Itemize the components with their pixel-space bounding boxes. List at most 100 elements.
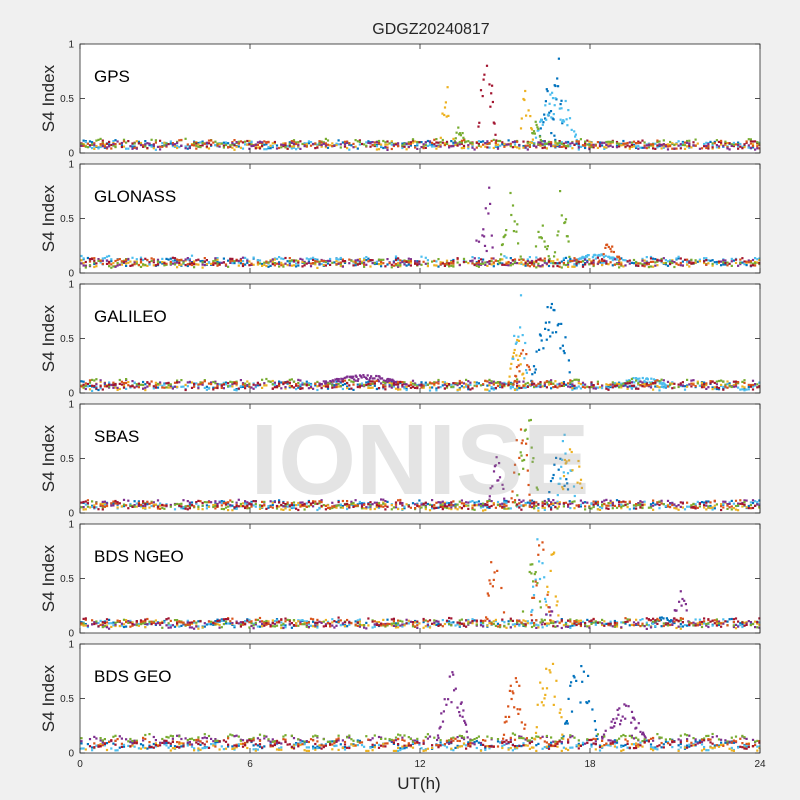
data-point [550,506,553,509]
data-point [125,260,128,263]
data-point [154,386,157,389]
data-point [82,262,85,265]
data-point [590,503,593,506]
data-point [489,202,492,205]
data-point [571,388,574,391]
data-point [475,146,478,149]
data-point [664,384,667,387]
data-point [375,506,378,509]
data-point [709,380,712,383]
data-point [518,380,521,383]
data-point [299,147,302,150]
data-point [91,505,94,508]
data-point [116,506,119,509]
data-point [537,258,540,261]
data-point [384,385,387,388]
data-point [486,264,489,267]
data-point [581,381,585,384]
data-point [256,381,259,384]
data-point [129,502,132,506]
data-point [581,255,584,258]
data-point [246,504,249,507]
data-point [201,141,204,145]
data-point [341,380,344,383]
data-point [275,385,279,388]
data-point [703,257,706,260]
data-point [273,500,276,504]
data-point [214,620,217,623]
data-point [386,263,389,266]
data-point [469,500,472,503]
data-point [632,258,636,262]
data-point [650,377,653,380]
data-point [567,143,570,146]
data-point [201,261,204,264]
data-point [564,144,568,148]
data-point [258,504,262,507]
data-point [543,140,546,143]
data-point [290,264,293,267]
data-point [573,500,576,503]
data-point [639,502,642,505]
data-point [528,368,531,371]
data-point [669,506,672,509]
plot-area [80,524,760,633]
data-point [696,380,699,383]
data-point [488,141,491,145]
data-point [199,500,202,503]
plot-area [80,44,760,153]
data-point [624,382,627,385]
data-point [475,501,478,504]
data-point [439,501,442,504]
data-point [751,388,755,391]
data-point [97,147,100,150]
data-point [244,500,247,503]
data-point [575,140,578,143]
data-point [698,384,701,387]
data-point [167,143,170,146]
data-point [715,262,718,266]
data-point [529,499,532,502]
data-point [441,505,444,508]
data-point [493,122,496,125]
data-point [479,140,483,143]
data-point [604,246,607,249]
data-point [379,377,382,380]
data-point [479,622,483,625]
data-point [524,146,527,149]
data-point [516,262,519,265]
data-point [722,500,725,503]
data-point [624,384,627,387]
data-point [144,145,147,148]
data-point [756,143,759,146]
data-point [131,264,134,267]
data-point [528,141,531,144]
data-point [133,146,136,149]
data-point [477,140,480,143]
data-point [354,379,357,382]
data-point [163,507,166,510]
data-point [227,509,230,512]
data-point [246,143,249,146]
data-point [437,145,440,148]
data-point [553,251,557,254]
data-point [220,261,223,264]
data-point [112,383,115,387]
data-point [511,490,514,493]
data-point [125,381,128,385]
data-point [571,500,574,503]
data-point [326,143,330,146]
data-point [326,262,330,265]
data-point [516,503,519,506]
data-point [278,262,281,265]
data-point [513,380,516,383]
data-point [666,505,670,508]
data-point [522,258,525,261]
data-point [384,504,387,507]
data-point [137,501,140,504]
data-point [465,504,468,507]
data-point [652,504,655,507]
data-point [388,378,391,381]
data-point [707,500,710,503]
data-point [275,618,279,621]
